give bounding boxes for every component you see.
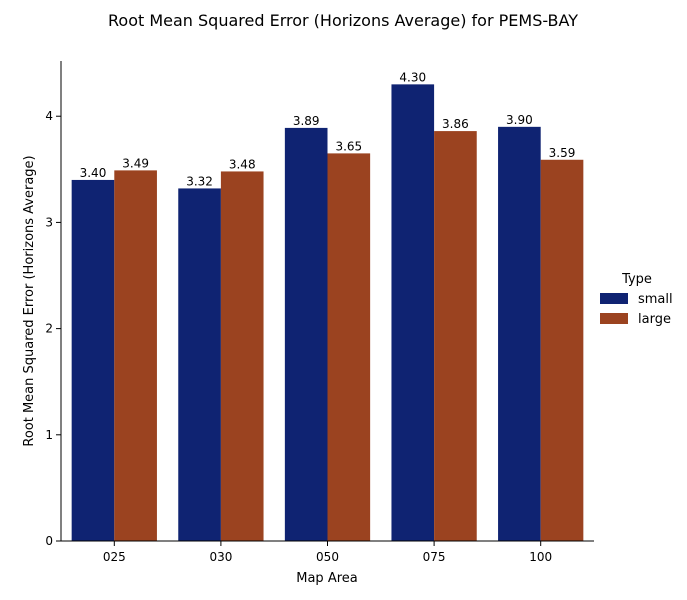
x-tick-label-030: 030	[209, 550, 232, 564]
x-tick-label-100: 100	[529, 550, 552, 564]
y-tick-label-1: 1	[45, 428, 53, 442]
legend-swatch-large	[600, 313, 628, 324]
y-tick-label-3: 3	[45, 215, 53, 229]
legend-title: Type	[621, 272, 652, 287]
y-tick-label-2: 2	[45, 322, 53, 336]
y-tick-label-4: 4	[45, 109, 53, 123]
y-axis-label: Root Mean Squared Error (Horizons Averag…	[22, 155, 37, 446]
data-label-large-075: 3.86	[442, 117, 469, 131]
legend-label-large: large	[638, 312, 671, 327]
x-tick-label-025: 025	[103, 550, 126, 564]
data-label-small-030: 3.32	[186, 174, 213, 188]
y-tick-label-0: 0	[45, 534, 53, 548]
plot-area: 3.40 3.32 3.89 4.30 3.90 3.49 3.48 3.65 3.86 3.59…	[45, 61, 594, 564]
bar-large-030	[220, 171, 264, 541]
data-label-small-025: 3.40	[80, 166, 107, 180]
bar-small-075	[391, 84, 435, 542]
bar-large-075	[434, 131, 477, 541]
data-label-small-075: 4.30	[399, 70, 426, 84]
data-label-small-050: 3.89	[293, 114, 320, 128]
legend-swatch-small	[600, 293, 628, 304]
data-label-large-025: 3.49	[122, 156, 149, 170]
legend-label-small: small	[638, 292, 673, 307]
bar-small-100	[498, 126, 541, 542]
data-label-large-050: 3.65	[335, 139, 362, 153]
chart-title: Root Mean Squared Error (Horizons Averag…	[108, 11, 578, 30]
x-tick-label-075: 075	[423, 550, 446, 564]
bar-small-050	[284, 127, 328, 542]
bar-small-025	[71, 179, 115, 541]
data-label-large-030: 3.48	[229, 157, 256, 171]
x-axis-label: Map Area	[296, 571, 357, 586]
bar-large-050	[327, 153, 371, 541]
data-label-large-100: 3.59	[549, 146, 576, 160]
data-label-small-100: 3.90	[506, 113, 533, 127]
bar-large-025	[114, 170, 157, 541]
bar-large-100	[540, 159, 584, 542]
x-tick-label-050: 050	[316, 550, 339, 564]
legend: Type small large	[600, 272, 673, 327]
bar-small-030	[178, 188, 221, 541]
